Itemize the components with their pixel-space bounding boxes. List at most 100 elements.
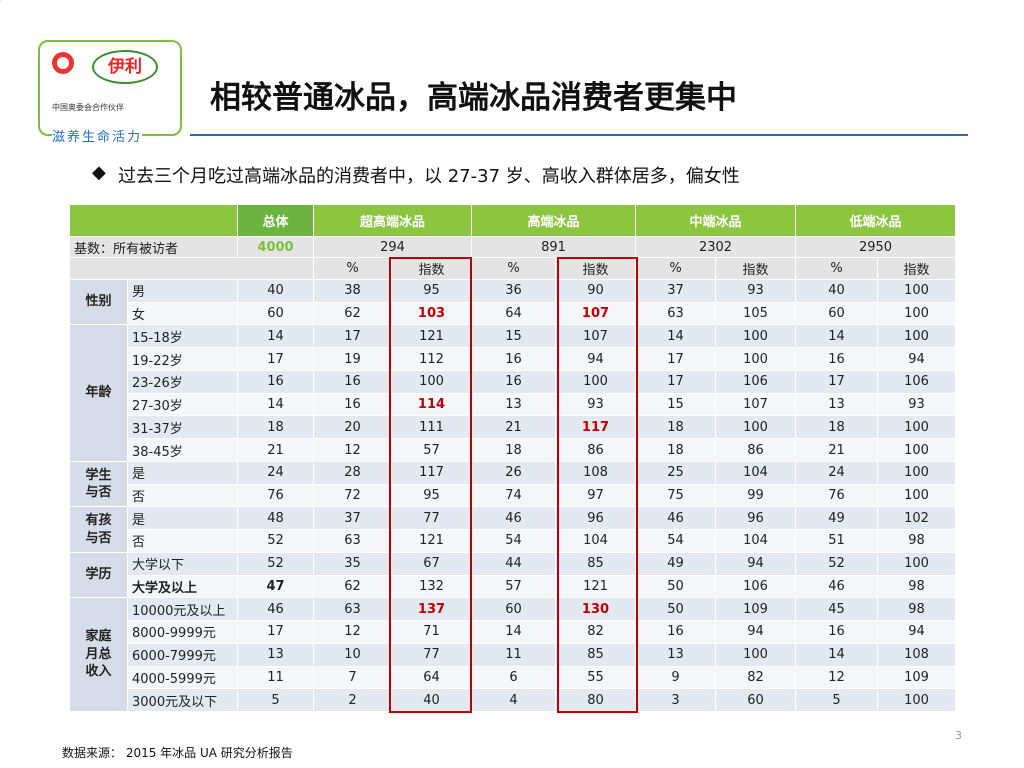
value-cell: 105 — [716, 302, 796, 326]
value-cell: 60 — [796, 302, 878, 326]
value-cell: 44 — [472, 552, 556, 576]
value-cell: 46 — [238, 598, 314, 622]
value-cell: 13 — [796, 393, 878, 417]
value-cell: 21 — [796, 439, 878, 462]
value-cell: 57 — [472, 575, 556, 599]
row-label: 31-37岁 — [128, 416, 238, 440]
value-cell: 117 — [392, 461, 472, 485]
group-label-text: 家庭月总收入 — [85, 629, 112, 680]
subheader-cell: 指数 — [556, 258, 636, 280]
value-cell: 13 — [472, 393, 556, 417]
group-label-text: 年龄 — [85, 385, 112, 401]
value-cell: 15 — [636, 393, 716, 417]
title-rule — [190, 134, 968, 136]
value-cell: 19 — [314, 348, 392, 371]
value-cell: 100 — [878, 416, 956, 440]
group-label: 年龄 — [70, 325, 128, 462]
value-cell: 47 — [238, 575, 314, 599]
value-cell: 60 — [472, 598, 556, 622]
value-cell: 46 — [796, 575, 878, 599]
value-cell: 12 — [314, 439, 392, 462]
group-label: 学生与否 — [70, 461, 128, 508]
value-cell: 18 — [472, 439, 556, 462]
row-label: 15-18岁 — [128, 325, 238, 349]
value-cell: 13 — [636, 643, 716, 667]
value-cell: 67 — [392, 552, 472, 576]
header-cell: 总体 — [238, 205, 314, 237]
row-label: 10000元及以上 — [128, 598, 238, 622]
value-cell: 16 — [314, 393, 392, 417]
value-cell: 93 — [556, 393, 636, 417]
value-cell: 130 — [556, 598, 636, 622]
value-cell: 109 — [716, 598, 796, 622]
value-cell: 11 — [472, 643, 556, 667]
value-cell: 16 — [796, 348, 878, 371]
base-value: 2950 — [796, 237, 956, 258]
value-cell: 26 — [472, 461, 556, 485]
header-cell — [70, 205, 238, 237]
row-label: 否 — [128, 484, 238, 508]
value-cell: 12 — [314, 621, 392, 644]
value-cell: 24 — [796, 461, 878, 485]
row-label: 23-26岁 — [128, 370, 238, 394]
value-cell: 62 — [314, 302, 392, 326]
header-cell: 超高端冰品 — [314, 205, 472, 237]
row-label: 是 — [128, 507, 238, 531]
value-cell: 98 — [878, 575, 956, 599]
value-cell: 104 — [716, 461, 796, 485]
subheader-cell: % — [472, 258, 556, 280]
value-cell: 137 — [392, 598, 472, 622]
value-cell: 100 — [716, 643, 796, 667]
value-cell: 38 — [314, 280, 392, 303]
value-cell: 50 — [636, 575, 716, 599]
value-cell: 50 — [636, 598, 716, 622]
value-cell: 85 — [556, 552, 636, 576]
value-cell: 2 — [314, 689, 392, 713]
value-cell: 76 — [238, 484, 314, 508]
value-cell: 82 — [716, 666, 796, 690]
base-label: 基数：所有被访者 — [70, 237, 238, 258]
value-cell: 95 — [392, 484, 472, 508]
value-cell: 63 — [314, 598, 392, 622]
value-cell: 100 — [716, 325, 796, 349]
value-cell: 4 — [472, 689, 556, 713]
value-cell: 94 — [716, 621, 796, 644]
value-cell: 14 — [796, 325, 878, 349]
value-cell: 98 — [878, 530, 956, 553]
subheader-cell: % — [314, 258, 392, 280]
value-cell: 100 — [878, 552, 956, 576]
base-value: 294 — [314, 237, 472, 258]
base-value: 2302 — [636, 237, 796, 258]
value-cell: 12 — [796, 666, 878, 690]
row-label: 19-22岁 — [128, 348, 238, 371]
value-cell: 100 — [878, 484, 956, 508]
title: 相较普通冰品，高端冰品消费者更集中 — [210, 80, 737, 116]
base-value: 891 — [472, 237, 636, 258]
value-cell: 85 — [556, 643, 636, 667]
value-cell: 28 — [314, 461, 392, 485]
value-cell: 49 — [796, 507, 878, 531]
subheader-cell: 指数 — [392, 258, 472, 280]
value-cell: 93 — [878, 393, 956, 417]
header-cell: 低端冰品 — [796, 205, 956, 237]
value-cell: 45 — [796, 598, 878, 622]
value-cell: 94 — [878, 348, 956, 371]
value-cell: 17 — [314, 325, 392, 349]
value-cell: 64 — [472, 302, 556, 326]
row-label: 大学以下 — [128, 552, 238, 576]
value-cell: 107 — [556, 302, 636, 326]
row-label: 4000-5999元 — [128, 666, 238, 690]
value-cell: 14 — [238, 393, 314, 417]
value-cell: 109 — [878, 666, 956, 690]
value-cell: 121 — [556, 575, 636, 599]
group-label-text: 学历 — [85, 567, 112, 583]
row-label: 8000-9999元 — [128, 621, 238, 644]
value-cell: 52 — [238, 552, 314, 576]
value-cell: 63 — [636, 302, 716, 326]
value-cell: 52 — [238, 530, 314, 553]
row-label: 38-45岁 — [128, 439, 238, 462]
value-cell: 16 — [636, 621, 716, 644]
value-cell: 16 — [472, 370, 556, 394]
value-cell: 17 — [636, 370, 716, 394]
value-cell: 40 — [796, 280, 878, 303]
